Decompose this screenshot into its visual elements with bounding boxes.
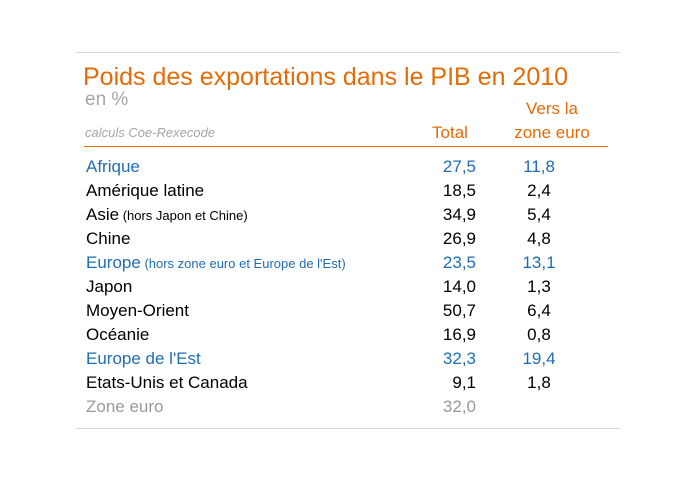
euro-zone-value: 4,8 bbox=[527, 229, 551, 248]
source-note: calculs Coe-Rexecode bbox=[85, 125, 216, 140]
table-row: Chine 26,9 4,8 bbox=[0, 227, 695, 251]
region-name: Etats-Unis et Canada bbox=[86, 373, 248, 393]
total-value: 32,3 bbox=[442, 349, 476, 368]
table-row: Etats-Unis et Canada 9,1 1,8 bbox=[0, 371, 695, 395]
region-name: Moyen-Orient bbox=[86, 301, 189, 321]
total-value: 16,9 bbox=[442, 325, 476, 344]
euro-zone-value: 0,8 bbox=[527, 325, 551, 344]
table-title: Poids des exportations dans le PIB en 20… bbox=[83, 63, 569, 91]
region-label: Japon bbox=[86, 277, 133, 296]
euro-zone-value: 11,8 bbox=[523, 157, 555, 176]
table-row: Amérique latine 18,5 2,4 bbox=[0, 179, 695, 203]
total-value: 18,5 bbox=[442, 181, 476, 200]
region-name: Océanie bbox=[86, 325, 149, 345]
region-name: Zone euro bbox=[86, 397, 164, 417]
total-value: 34,9 bbox=[442, 205, 476, 224]
table-row: Japon 14,0 1,3 bbox=[0, 275, 695, 299]
region-label: Afrique bbox=[86, 157, 140, 176]
table-row: Moyen-Orient 50,7 6,4 bbox=[0, 299, 695, 323]
region-label: Etats-Unis et Canada bbox=[86, 373, 248, 392]
total-value: 26,9 bbox=[442, 229, 476, 248]
total-value: 50,7 bbox=[442, 301, 476, 320]
region-label: Zone euro bbox=[86, 397, 164, 416]
region-label: Chine bbox=[86, 229, 131, 248]
euro-zone-value: 19,4 bbox=[522, 349, 556, 368]
header-divider bbox=[84, 146, 608, 147]
total-value: 23,5 bbox=[442, 253, 476, 272]
table-row: Europe de l'Est 32,3 19,4 bbox=[0, 347, 695, 371]
total-value: 32,0 bbox=[442, 397, 476, 416]
region-note: (hors zone euro et Europe de l'Est) bbox=[140, 256, 346, 271]
total-value: 9,1 bbox=[452, 373, 476, 392]
region-name: Europe de l'Est bbox=[86, 349, 201, 369]
table-row: Afrique 27,5 11,8 bbox=[0, 155, 695, 179]
region-name: Europe (hors zone euro et Europe de l'Es… bbox=[86, 253, 346, 273]
region-name: Japon bbox=[86, 277, 132, 297]
region-label: Europe de l'Est bbox=[86, 349, 201, 368]
euro-zone-value: 1,8 bbox=[527, 373, 551, 392]
region-name: Chine bbox=[86, 229, 130, 249]
table-row: Europe (hors zone euro et Europe de l'Es… bbox=[0, 251, 695, 275]
region-label: Océanie bbox=[86, 325, 150, 344]
table-row: Océanie 16,9 0,8 bbox=[0, 323, 695, 347]
euro-zone-value: 5,4 bbox=[527, 205, 551, 224]
column-header-euro-line2: zone euro bbox=[514, 123, 590, 142]
region-label: Europe bbox=[86, 253, 141, 272]
bottom-divider bbox=[76, 428, 620, 429]
total-value: 14,0 bbox=[442, 277, 476, 296]
table-body: Afrique 27,5 11,8 Amérique latine 18,5 2,4 Asi… bbox=[0, 155, 695, 419]
euro-zone-value: 13,1 bbox=[522, 253, 556, 272]
column-header-euro-line1: Vers la bbox=[526, 99, 578, 118]
table-subtitle: en % bbox=[85, 89, 129, 110]
region-note: (hors Japon et Chine) bbox=[119, 208, 248, 223]
column-header-euro-zone: Vers la zone euro bbox=[497, 97, 607, 145]
euro-zone-value: 2,4 bbox=[527, 181, 551, 200]
column-header-total: Total bbox=[432, 123, 468, 142]
region-label: Asie bbox=[86, 205, 120, 224]
table-row: Zone euro 32,0 bbox=[0, 395, 695, 419]
region-name: Amérique latine bbox=[86, 181, 204, 201]
top-divider bbox=[76, 52, 620, 53]
region-name: Afrique bbox=[86, 157, 140, 177]
euro-zone-value: 1,3 bbox=[527, 277, 551, 296]
euro-zone-value: 6,4 bbox=[527, 301, 551, 320]
table-row: Asie (hors Japon et Chine) 34,9 5,4 bbox=[0, 203, 695, 227]
region-name: Asie (hors Japon et Chine) bbox=[86, 205, 248, 225]
total-value: 27,5 bbox=[442, 157, 476, 176]
region-label: Moyen-Orient bbox=[86, 301, 189, 320]
region-label: Amérique latine bbox=[86, 181, 205, 200]
